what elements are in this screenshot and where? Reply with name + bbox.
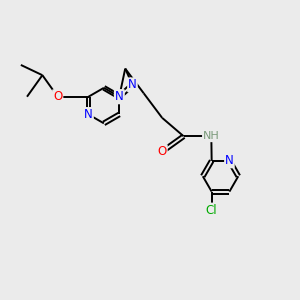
Text: NH: NH [203, 131, 220, 141]
Text: Cl: Cl [206, 204, 218, 217]
Text: N: N [128, 78, 137, 91]
Text: N: N [115, 90, 124, 103]
Text: O: O [53, 90, 62, 103]
Text: N: N [115, 90, 124, 103]
Text: N: N [84, 108, 93, 121]
Text: O: O [158, 145, 167, 158]
Text: N: N [225, 154, 234, 167]
